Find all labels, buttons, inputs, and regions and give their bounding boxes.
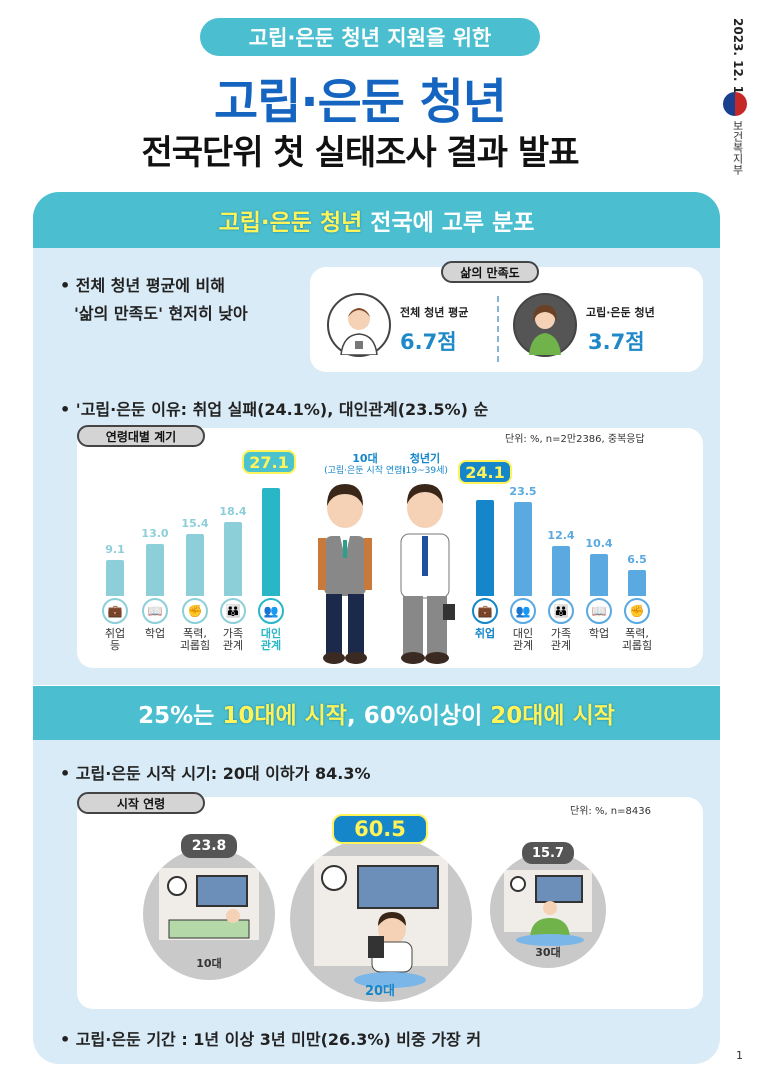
teens-label: 10대 <box>196 957 222 970</box>
bullet-satisfaction-line2: '삶의 만족도' 현저히 낮아 <box>74 304 248 323</box>
page-title: 고립·은둔 청년 <box>214 74 507 130</box>
header-pill: 고립·은둔 청년 지원을 위한 <box>200 18 540 56</box>
bar-category-label: 가족 관계 <box>222 627 244 652</box>
ministry-name: 보건복지부 <box>731 120 744 175</box>
section1-band: 고립·은둔 청년 전국에 고루 분포 <box>33 192 720 248</box>
section2-band-highlight2: 20대에 시작 <box>490 703 615 729</box>
teen-highlight-badge: 27.1 <box>242 450 296 474</box>
teens-value-pill: 23.8 <box>181 834 237 858</box>
average-youth-label: 전체 청년 평균 <box>400 306 469 319</box>
bar-category-icon: 📖 <box>586 598 612 624</box>
bar-1-0 <box>476 499 494 596</box>
ministry-logo-icon <box>723 92 747 116</box>
isolated-youth-label: 고립·은둔 청년 <box>586 306 655 319</box>
bar-category-icon: ✊ <box>182 598 208 624</box>
teens-room-illustration-icon <box>167 875 250 939</box>
start-age-unit-note: 단위: %, n=8436 <box>570 806 651 817</box>
average-youth-score: 6.7점 <box>400 330 457 354</box>
twenties-label: 20대 <box>364 984 396 999</box>
bar-category-label: 학업 <box>144 627 166 640</box>
isolated-youth-avatar-icon <box>513 293 577 357</box>
bullet-satisfaction-line1: • 전체 청년 평균에 비해 <box>60 276 225 295</box>
thirties-value-pill: 15.7 <box>522 842 574 864</box>
youth-worker-illustration-icon <box>389 478 461 670</box>
bar-value-label: 9.1 <box>105 542 125 556</box>
bar-category-label: 학업 <box>588 627 610 640</box>
section1-band-text: 전국에 고루 분포 <box>362 210 535 236</box>
teen-student-illustration-icon <box>314 478 376 670</box>
bar-1-4 <box>628 570 646 596</box>
page-number: 1 <box>736 1049 743 1062</box>
bullet-duration: • 고립·은둔 기간 : 1년 이상 3년 미만(26.3%) 비중 가장 커 <box>60 1030 482 1049</box>
bar-value-label: 6.5 <box>627 553 647 566</box>
circle-twenties <box>290 836 472 1002</box>
youth-title: 청년기 <box>409 452 441 465</box>
reasons-chart-card <box>77 428 703 668</box>
section2-band-part1: 25%는 <box>138 703 223 729</box>
thirties-room-illustration-icon <box>510 875 584 946</box>
thirties-label: 30대 <box>535 946 561 959</box>
bar-value-label: 18.4 <box>219 505 247 519</box>
section2-band-highlight1: 10대에 시작 <box>222 703 347 729</box>
bar-category-icon: 📖 <box>142 598 168 624</box>
bar-category-label: 폭력, 괴롭힘 <box>179 627 211 652</box>
start-age-tag: 시작 연령 <box>77 792 205 814</box>
teen-subtitle: (고립·은둔 시작 연령) <box>324 466 406 476</box>
release-date: 2023. 12. 13. <box>731 18 745 107</box>
bar-1-2 <box>552 546 570 596</box>
youth-subtitle: (19~39세) <box>402 466 448 476</box>
twenties-room-illustration-icon <box>321 865 439 988</box>
average-youth-avatar-icon <box>327 293 391 357</box>
chart-unit-note: 단위: %, n=2만2386, 중복응답 <box>505 434 645 445</box>
bar-value-label: 15.4 <box>181 517 209 531</box>
bar-1-1 <box>514 502 532 596</box>
bar-category-icon: 👥 <box>510 598 536 624</box>
bar-0-4 <box>262 487 280 596</box>
bar-0-2 <box>186 534 204 596</box>
bar-category-icon: 👥 <box>258 598 284 624</box>
bullet-start-age: • 고립·은둔 시작 시기: 20대 이하가 84.3% <box>60 764 371 783</box>
bullet-reasons: • '고립·은둔 이유: 취업 실패(24.1%), 대인관계(23.5%) 순 <box>60 400 489 419</box>
bar-1-3 <box>590 554 608 596</box>
bar-value-label: 23.5 <box>509 485 537 498</box>
bar-category-label: 대인 관계 <box>512 627 534 652</box>
section1-band-highlight: 고립·은둔 청년 <box>218 210 363 236</box>
twenties-value-pill: 60.5 <box>332 814 428 844</box>
bar-category-label: 대인 관계 <box>260 627 282 652</box>
isolated-youth-score: 3.7점 <box>588 330 645 354</box>
bar-category-icon: 👪 <box>548 598 574 624</box>
section2-band-part2: , 60%이상이 <box>346 703 491 729</box>
teen-title: 10대 <box>352 452 378 465</box>
bar-category-label: 가족 관계 <box>550 627 572 652</box>
bar-category-icon: 💼 <box>102 598 128 624</box>
bar-value-label: 10.4 <box>585 537 613 551</box>
bar-value-label: 12.4 <box>547 529 575 543</box>
circle-thirties <box>490 852 606 968</box>
bar-category-icon: ✊ <box>624 598 650 624</box>
chart-tag: 연령대별 계기 <box>77 425 205 447</box>
bar-category-icon: 👪 <box>220 598 246 624</box>
circle-teens <box>143 848 275 980</box>
score-divider <box>497 296 499 362</box>
bar-0-0 <box>106 559 124 596</box>
youth-highlight-badge: 24.1 <box>458 460 512 484</box>
section2-band: 25%는 10대에 시작 , 60%이상이 20대에 시작 <box>33 686 720 740</box>
bar-0-1 <box>146 544 164 596</box>
page-subtitle: 전국단위 첫 실태조사 결과 발표 <box>141 133 580 173</box>
bar-0-3 <box>224 522 242 596</box>
satisfaction-tag: 삶의 만족도 <box>441 261 539 283</box>
bar-value-label: 13.0 <box>141 527 169 540</box>
bar-category-icon: 💼 <box>472 598 498 624</box>
bar-category-label: 취업 <box>474 627 496 640</box>
bar-category-label: 폭력, 괴롭힘 <box>621 627 653 652</box>
bar-category-label: 취업 등 <box>104 627 126 652</box>
